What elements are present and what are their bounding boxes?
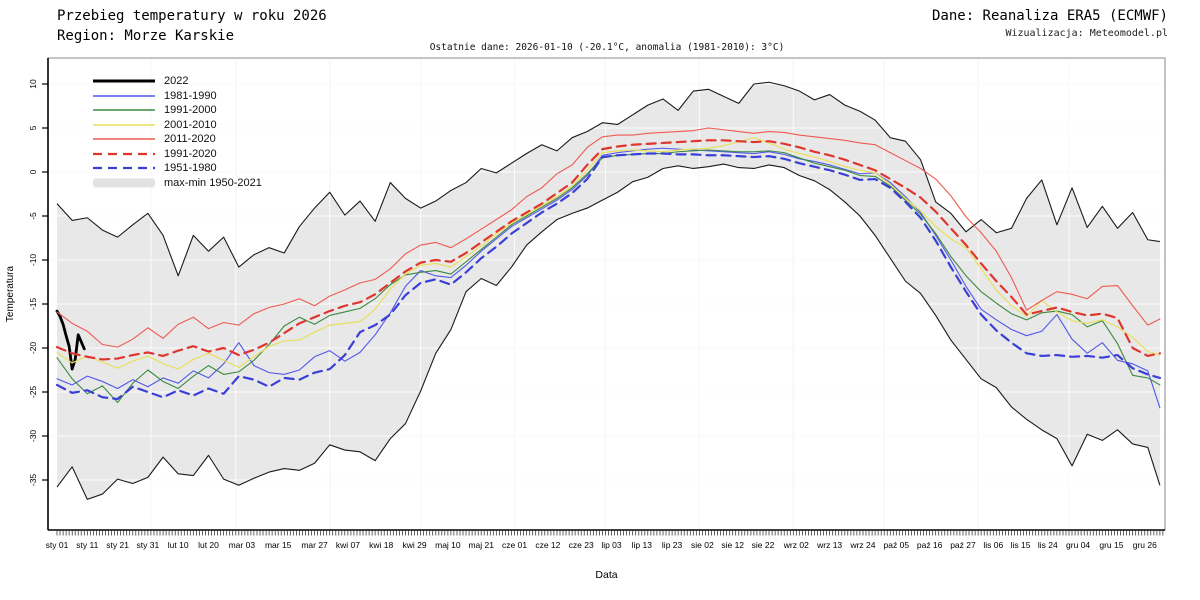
svg-text:gru 04: gru 04 bbox=[1066, 540, 1090, 550]
svg-text:paź 16: paź 16 bbox=[917, 540, 943, 550]
svg-text:mar 15: mar 15 bbox=[265, 540, 292, 550]
legend-line-swatch bbox=[93, 167, 155, 170]
legend-label: 1991-2020 bbox=[164, 147, 217, 160]
chart-legend: 2022 1981-1990 1991-2000 2001-2010 2011-2020… bbox=[93, 74, 262, 190]
series-line-2022 bbox=[55, 309, 86, 371]
svg-text:cze 12: cze 12 bbox=[535, 540, 560, 550]
svg-text:-35: -35 bbox=[28, 474, 38, 487]
svg-text:lut 10: lut 10 bbox=[168, 540, 189, 550]
legend-item-1981-1990: 1981-1990 bbox=[93, 89, 262, 104]
svg-text:lis 24: lis 24 bbox=[1038, 540, 1058, 550]
legend-item-2022: 2022 bbox=[93, 74, 262, 89]
series-line-2011-2020 bbox=[56, 127, 1161, 348]
legend-line-swatch bbox=[93, 109, 155, 111]
region-subtitle: Region: Morze Karskie bbox=[57, 28, 235, 44]
svg-text:wrz 13: wrz 13 bbox=[816, 540, 842, 550]
legend-item-1951-1980: 1951-1980 bbox=[93, 161, 262, 176]
legend-line-swatch bbox=[93, 95, 155, 97]
legend-band-swatch bbox=[93, 178, 155, 188]
legend-line-swatch bbox=[93, 79, 155, 83]
svg-text:-25: -25 bbox=[28, 386, 38, 399]
svg-text:-5: -5 bbox=[28, 212, 38, 220]
svg-text:lip 03: lip 03 bbox=[601, 540, 622, 550]
svg-text:lis 15: lis 15 bbox=[1011, 540, 1031, 550]
svg-text:lut 20: lut 20 bbox=[198, 540, 219, 550]
band-min-line bbox=[56, 163, 1161, 500]
svg-text:sty 21: sty 21 bbox=[106, 540, 129, 550]
svg-text:sie 22: sie 22 bbox=[752, 540, 775, 550]
y-tick-labels: 10 5 0 -5 -10 -15 -20 -25 -30 -35 bbox=[28, 79, 38, 486]
svg-text:-15: -15 bbox=[28, 298, 38, 311]
svg-text:-20: -20 bbox=[28, 342, 38, 355]
legend-line-swatch bbox=[93, 138, 155, 140]
svg-text:mar 03: mar 03 bbox=[229, 540, 256, 550]
page-title: Przebieg temperatury w roku 2026 bbox=[57, 8, 327, 24]
svg-text:gru 15: gru 15 bbox=[1099, 540, 1123, 550]
svg-text:maj 10: maj 10 bbox=[435, 540, 461, 550]
y-tick-marks bbox=[42, 83, 48, 481]
svg-text:lis 06: lis 06 bbox=[983, 540, 1003, 550]
source-block: Dane: Reanaliza ERA5 (ECMWF) Wizualizacj… bbox=[932, 6, 1168, 42]
svg-text:kwi 07: kwi 07 bbox=[336, 540, 360, 550]
series-line-1951-1980 bbox=[55, 152, 1162, 401]
svg-text:kwi 18: kwi 18 bbox=[369, 540, 393, 550]
svg-text:gru 26: gru 26 bbox=[1133, 540, 1157, 550]
legend-label: 2011-2020 bbox=[164, 133, 216, 146]
svg-text:0: 0 bbox=[28, 169, 38, 174]
svg-text:paź 27: paź 27 bbox=[950, 540, 976, 550]
svg-text:lip 13: lip 13 bbox=[632, 540, 653, 550]
series-line-1981-1990 bbox=[56, 147, 1161, 409]
series-line-1991-2020 bbox=[55, 139, 1162, 361]
legend-label: 1981-1990 bbox=[164, 89, 217, 102]
data-source-label: Dane: Reanaliza ERA5 (ECMWF) bbox=[931, 8, 1168, 24]
svg-text:-30: -30 bbox=[28, 430, 38, 443]
legend-line-swatch bbox=[93, 152, 155, 155]
band-max-line bbox=[56, 81, 1160, 277]
svg-text:wrz 02: wrz 02 bbox=[783, 540, 809, 550]
svg-text:10: 10 bbox=[28, 79, 38, 89]
legend-item-1991-2000: 1991-2000 bbox=[93, 103, 262, 118]
legend-label: 1951-1980 bbox=[164, 162, 217, 175]
svg-text:lip 23: lip 23 bbox=[662, 540, 683, 550]
legend-line-swatch bbox=[93, 124, 155, 126]
x-daily-tick-marks bbox=[56, 530, 1164, 536]
legend-item-2001-2010: 2001-2010 bbox=[93, 118, 262, 133]
series-line-2001-2010 bbox=[56, 137, 1161, 370]
svg-text:cze 23: cze 23 bbox=[569, 540, 594, 550]
svg-text:paź 05: paź 05 bbox=[884, 540, 910, 550]
legend-label: 2022 bbox=[164, 75, 189, 88]
visualization-credit: Wizualizacja: Meteomodel.pl bbox=[1005, 28, 1168, 39]
legend-item-1991-2020: 1991-2020 bbox=[93, 147, 262, 162]
svg-text:kwi 29: kwi 29 bbox=[402, 540, 426, 550]
legend-item-2011-2020: 2011-2020 bbox=[93, 132, 262, 147]
legend-label: max-min 1950-2021 bbox=[164, 176, 262, 189]
last-data-note: Ostatnie dane: 2026-01-10 (-20.1°C, anom… bbox=[429, 42, 785, 53]
svg-text:mar 27: mar 27 bbox=[301, 540, 328, 550]
legend-label: 1991-2000 bbox=[164, 104, 217, 117]
svg-text:wrz 24: wrz 24 bbox=[849, 540, 875, 550]
svg-text:maj 21: maj 21 bbox=[468, 540, 494, 550]
y-axis-label: Temperatura bbox=[5, 265, 16, 322]
x-tick-labels: sty 01 sty 11 sty 21 sty 31 lut 10 lut 20 mar … bbox=[46, 540, 1157, 550]
svg-text:-10: -10 bbox=[28, 254, 38, 267]
legend-label: 2001-2010 bbox=[164, 118, 217, 131]
svg-text:sie 02: sie 02 bbox=[691, 540, 714, 550]
x-axis-label: Data bbox=[595, 569, 617, 581]
svg-text:sty 31: sty 31 bbox=[137, 540, 160, 550]
svg-text:sie 12: sie 12 bbox=[721, 540, 744, 550]
title-block: Przebieg temperatury w roku 2026 Region:… bbox=[57, 6, 327, 46]
grid-lines-over-band bbox=[48, 58, 1165, 530]
svg-text:sty 01: sty 01 bbox=[46, 540, 69, 550]
svg-text:cze 01: cze 01 bbox=[502, 540, 527, 550]
svg-text:sty 11: sty 11 bbox=[76, 540, 98, 550]
svg-text:5: 5 bbox=[28, 125, 38, 130]
legend-item-max-min 1950-2021: max-min 1950-2021 bbox=[93, 176, 262, 191]
